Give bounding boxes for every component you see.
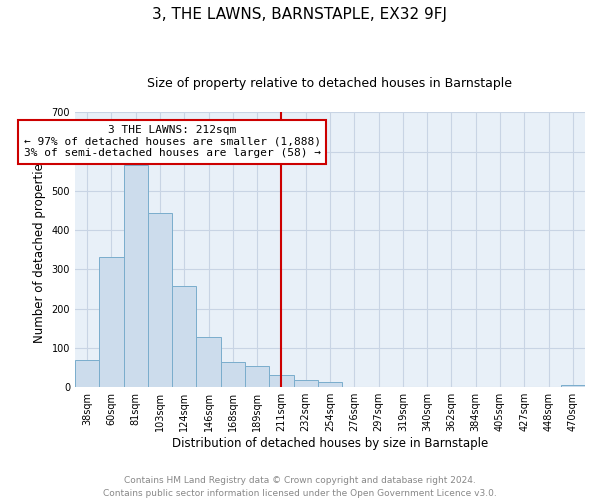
X-axis label: Distribution of detached houses by size in Barnstaple: Distribution of detached houses by size … bbox=[172, 437, 488, 450]
Title: Size of property relative to detached houses in Barnstaple: Size of property relative to detached ho… bbox=[148, 78, 512, 90]
Bar bbox=[148, 214, 172, 387]
Bar bbox=[318, 382, 342, 387]
Bar bbox=[172, 286, 196, 387]
Bar bbox=[75, 360, 99, 387]
Text: 3 THE LAWNS: 212sqm
← 97% of detached houses are smaller (1,888)
3% of semi-deta: 3 THE LAWNS: 212sqm ← 97% of detached ho… bbox=[23, 125, 320, 158]
Bar bbox=[221, 362, 245, 387]
Bar bbox=[196, 338, 221, 387]
Text: 3, THE LAWNS, BARNSTAPLE, EX32 9FJ: 3, THE LAWNS, BARNSTAPLE, EX32 9FJ bbox=[152, 8, 448, 22]
Bar bbox=[293, 380, 318, 387]
Bar bbox=[99, 256, 124, 387]
Bar bbox=[124, 166, 148, 387]
Bar bbox=[561, 385, 585, 387]
Bar bbox=[245, 366, 269, 387]
Bar bbox=[269, 374, 293, 387]
Y-axis label: Number of detached properties: Number of detached properties bbox=[33, 157, 46, 343]
Text: Contains HM Land Registry data © Crown copyright and database right 2024.
Contai: Contains HM Land Registry data © Crown c… bbox=[103, 476, 497, 498]
